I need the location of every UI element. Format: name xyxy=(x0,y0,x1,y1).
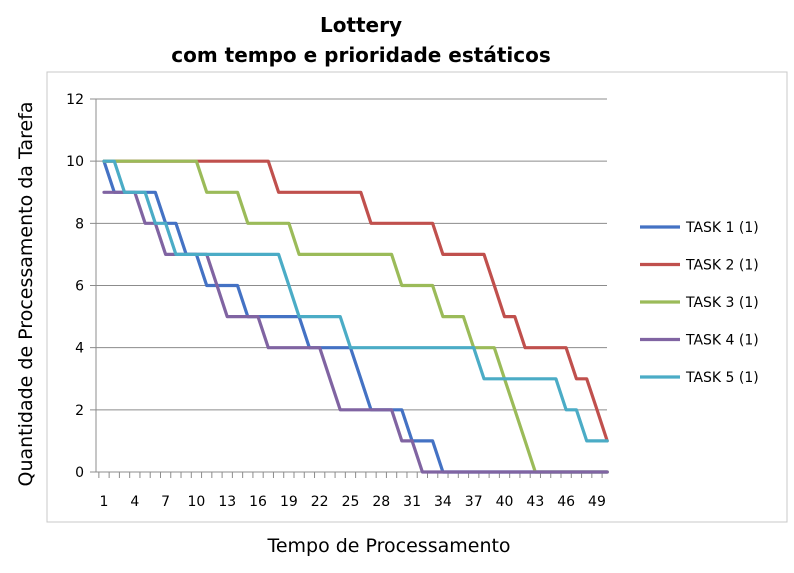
legend-label-2: TASK 2 (1) xyxy=(685,258,759,274)
legend-label-1: TASK 1 (1) xyxy=(685,220,759,236)
axes xyxy=(90,99,607,478)
x-tick-label: 43 xyxy=(526,494,544,510)
x-tick-label: 7 xyxy=(161,494,170,510)
chart-border xyxy=(46,71,788,523)
series-line-5 xyxy=(102,159,609,443)
series-lines xyxy=(102,159,609,474)
x-tick-label: 22 xyxy=(311,494,329,510)
y-tick-labels: 0 2 4 6 8 10 12 xyxy=(66,92,84,481)
x-tick-labels: 1 4 7 10 13 16 19 22 25 28 31 34 37 40 43 46 49 xyxy=(100,494,606,510)
y-tick-label: 6 xyxy=(75,279,84,295)
y-tick-label: 10 xyxy=(66,154,84,170)
x-tick-label: 13 xyxy=(218,494,236,510)
series-line-2 xyxy=(102,159,609,443)
x-tick-label: 1 xyxy=(100,494,109,510)
x-tick-label: 16 xyxy=(249,494,267,510)
chart-subtitle: com tempo e prioridade estáticos xyxy=(171,43,551,67)
x-tick-label: 10 xyxy=(188,494,206,510)
x-tick-label: 25 xyxy=(342,494,360,510)
y-tick-label: 2 xyxy=(75,403,84,419)
x-axis-title: Tempo de Processamento xyxy=(266,535,510,557)
x-tick-label: 46 xyxy=(557,494,575,510)
legend-label-4: TASK 4 (1) xyxy=(685,333,759,349)
legend-label-3: TASK 3 (1) xyxy=(685,295,759,311)
x-tick-label: 19 xyxy=(280,494,298,510)
y-tick-label: 8 xyxy=(75,216,84,232)
series-line-3 xyxy=(102,159,609,474)
legend-label-5: TASK 5 (1) xyxy=(685,370,759,386)
y-tick-label: 12 xyxy=(66,92,84,108)
x-tick-label: 34 xyxy=(434,494,452,510)
x-tick-label: 40 xyxy=(496,494,514,510)
y-tick-label: 4 xyxy=(75,341,84,357)
y-axis-title: Quantidade de Processamento da Tarefa xyxy=(15,101,37,486)
x-tick-label: 37 xyxy=(465,494,483,510)
legend: TASK 1 (1) TASK 2 (1) TASK 3 (1) TASK 4 (1)… xyxy=(640,220,759,386)
x-tick-label: 31 xyxy=(403,494,421,510)
x-tick-label: 4 xyxy=(130,494,139,510)
x-tick-label: 49 xyxy=(588,494,606,510)
y-tick-label: 0 xyxy=(75,465,84,481)
chart-title: Lottery xyxy=(320,13,402,37)
series-line-1 xyxy=(102,159,609,474)
x-tick-label: 28 xyxy=(372,494,390,510)
